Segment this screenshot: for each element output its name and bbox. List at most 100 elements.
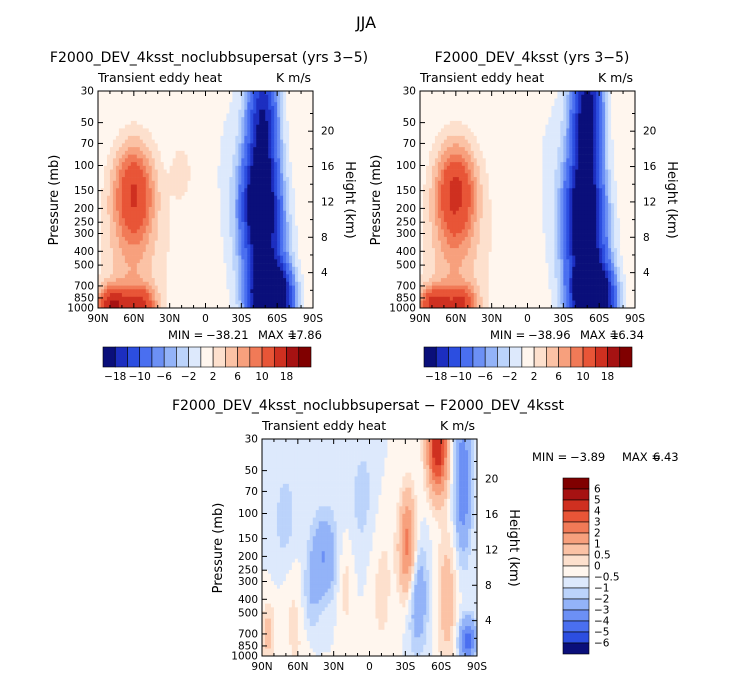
field-cell — [286, 188, 290, 193]
field-cell — [214, 225, 218, 230]
field-cell — [301, 285, 305, 290]
field-cell — [515, 120, 519, 125]
field-cell — [256, 225, 260, 230]
field-cell — [115, 139, 120, 144]
field-cell — [163, 225, 167, 230]
field-cell — [527, 113, 531, 118]
field-cell — [629, 94, 633, 99]
field-cell — [121, 102, 126, 107]
field-cell — [121, 180, 126, 185]
field-cell — [298, 210, 302, 215]
field-cell — [211, 229, 215, 234]
field-cell — [118, 214, 123, 219]
field-cell — [196, 281, 200, 286]
field-cell — [130, 165, 135, 170]
field-cell — [145, 113, 150, 118]
field-cell — [214, 289, 218, 294]
field-cell — [452, 120, 457, 125]
field-cell — [241, 169, 245, 174]
field-cell — [307, 221, 311, 226]
field-cell — [277, 177, 281, 182]
field-cell — [157, 177, 162, 182]
field-cell — [211, 218, 215, 223]
field-cell — [139, 251, 144, 256]
field-cell — [298, 266, 302, 271]
field-cell — [187, 98, 191, 103]
field-cell — [115, 173, 120, 178]
field-cell — [112, 128, 117, 133]
field-cell — [274, 248, 278, 253]
field-cell — [133, 120, 138, 125]
field-cell — [196, 124, 200, 129]
field-cell — [235, 173, 239, 178]
field-cell — [265, 274, 269, 279]
field-cell — [115, 278, 120, 283]
field-cell — [422, 113, 427, 118]
field-cell — [151, 206, 156, 212]
field-cell — [115, 221, 120, 226]
field-cell — [208, 285, 212, 290]
field-cell — [232, 304, 236, 309]
field-cell — [283, 162, 287, 167]
field-cell — [130, 229, 135, 234]
field-cell — [265, 117, 269, 122]
field-cell — [205, 285, 209, 290]
field-cell — [124, 94, 129, 99]
field-cell — [292, 154, 296, 159]
field-cell — [238, 274, 242, 279]
field-cell — [190, 206, 194, 212]
field-cell — [220, 266, 224, 271]
field-cell — [175, 244, 179, 249]
field-cell — [569, 102, 573, 107]
field-cell — [593, 124, 597, 129]
field-cell — [220, 229, 224, 234]
field-cell — [172, 274, 176, 279]
field-cell — [157, 289, 162, 294]
field-cell — [259, 218, 263, 223]
field-cell — [121, 304, 126, 309]
field-cell — [530, 120, 534, 125]
field-cell — [235, 229, 239, 234]
field-cell — [298, 248, 302, 253]
field-cell — [295, 195, 299, 200]
field-cell — [98, 113, 102, 118]
field-cell — [229, 270, 233, 275]
field-cell — [121, 139, 126, 144]
field-cell — [160, 285, 164, 290]
field-cell — [286, 184, 290, 189]
field-cell — [307, 154, 311, 159]
field-cell — [253, 259, 257, 264]
field-cell — [220, 124, 224, 129]
field-cell — [569, 98, 573, 103]
field-cell — [271, 259, 275, 264]
field-cell — [208, 259, 212, 264]
field-cell — [277, 132, 281, 137]
field-cell — [112, 173, 117, 178]
field-cell — [190, 143, 194, 148]
field-cell — [124, 240, 129, 245]
field-cell — [271, 150, 275, 155]
field-cell — [211, 244, 215, 249]
field-cell — [289, 98, 293, 103]
field-cell — [226, 109, 230, 114]
field-cell — [238, 206, 242, 212]
field-cell — [223, 206, 227, 212]
field-cell — [175, 135, 179, 140]
field-cell — [214, 206, 218, 212]
field-cell — [214, 255, 218, 260]
field-cell — [98, 192, 102, 197]
field-cell — [208, 169, 212, 174]
field-cell — [184, 203, 188, 208]
field-cell — [467, 124, 472, 129]
field-cell — [241, 143, 245, 148]
field-cell — [112, 214, 117, 219]
field-cell — [262, 120, 266, 125]
field-cell — [434, 94, 439, 99]
field-cell — [124, 169, 129, 174]
field-cell — [422, 105, 427, 111]
field-cell — [241, 266, 245, 271]
field-cell — [283, 173, 287, 178]
field-cell — [250, 117, 254, 122]
field-cell — [220, 94, 224, 99]
